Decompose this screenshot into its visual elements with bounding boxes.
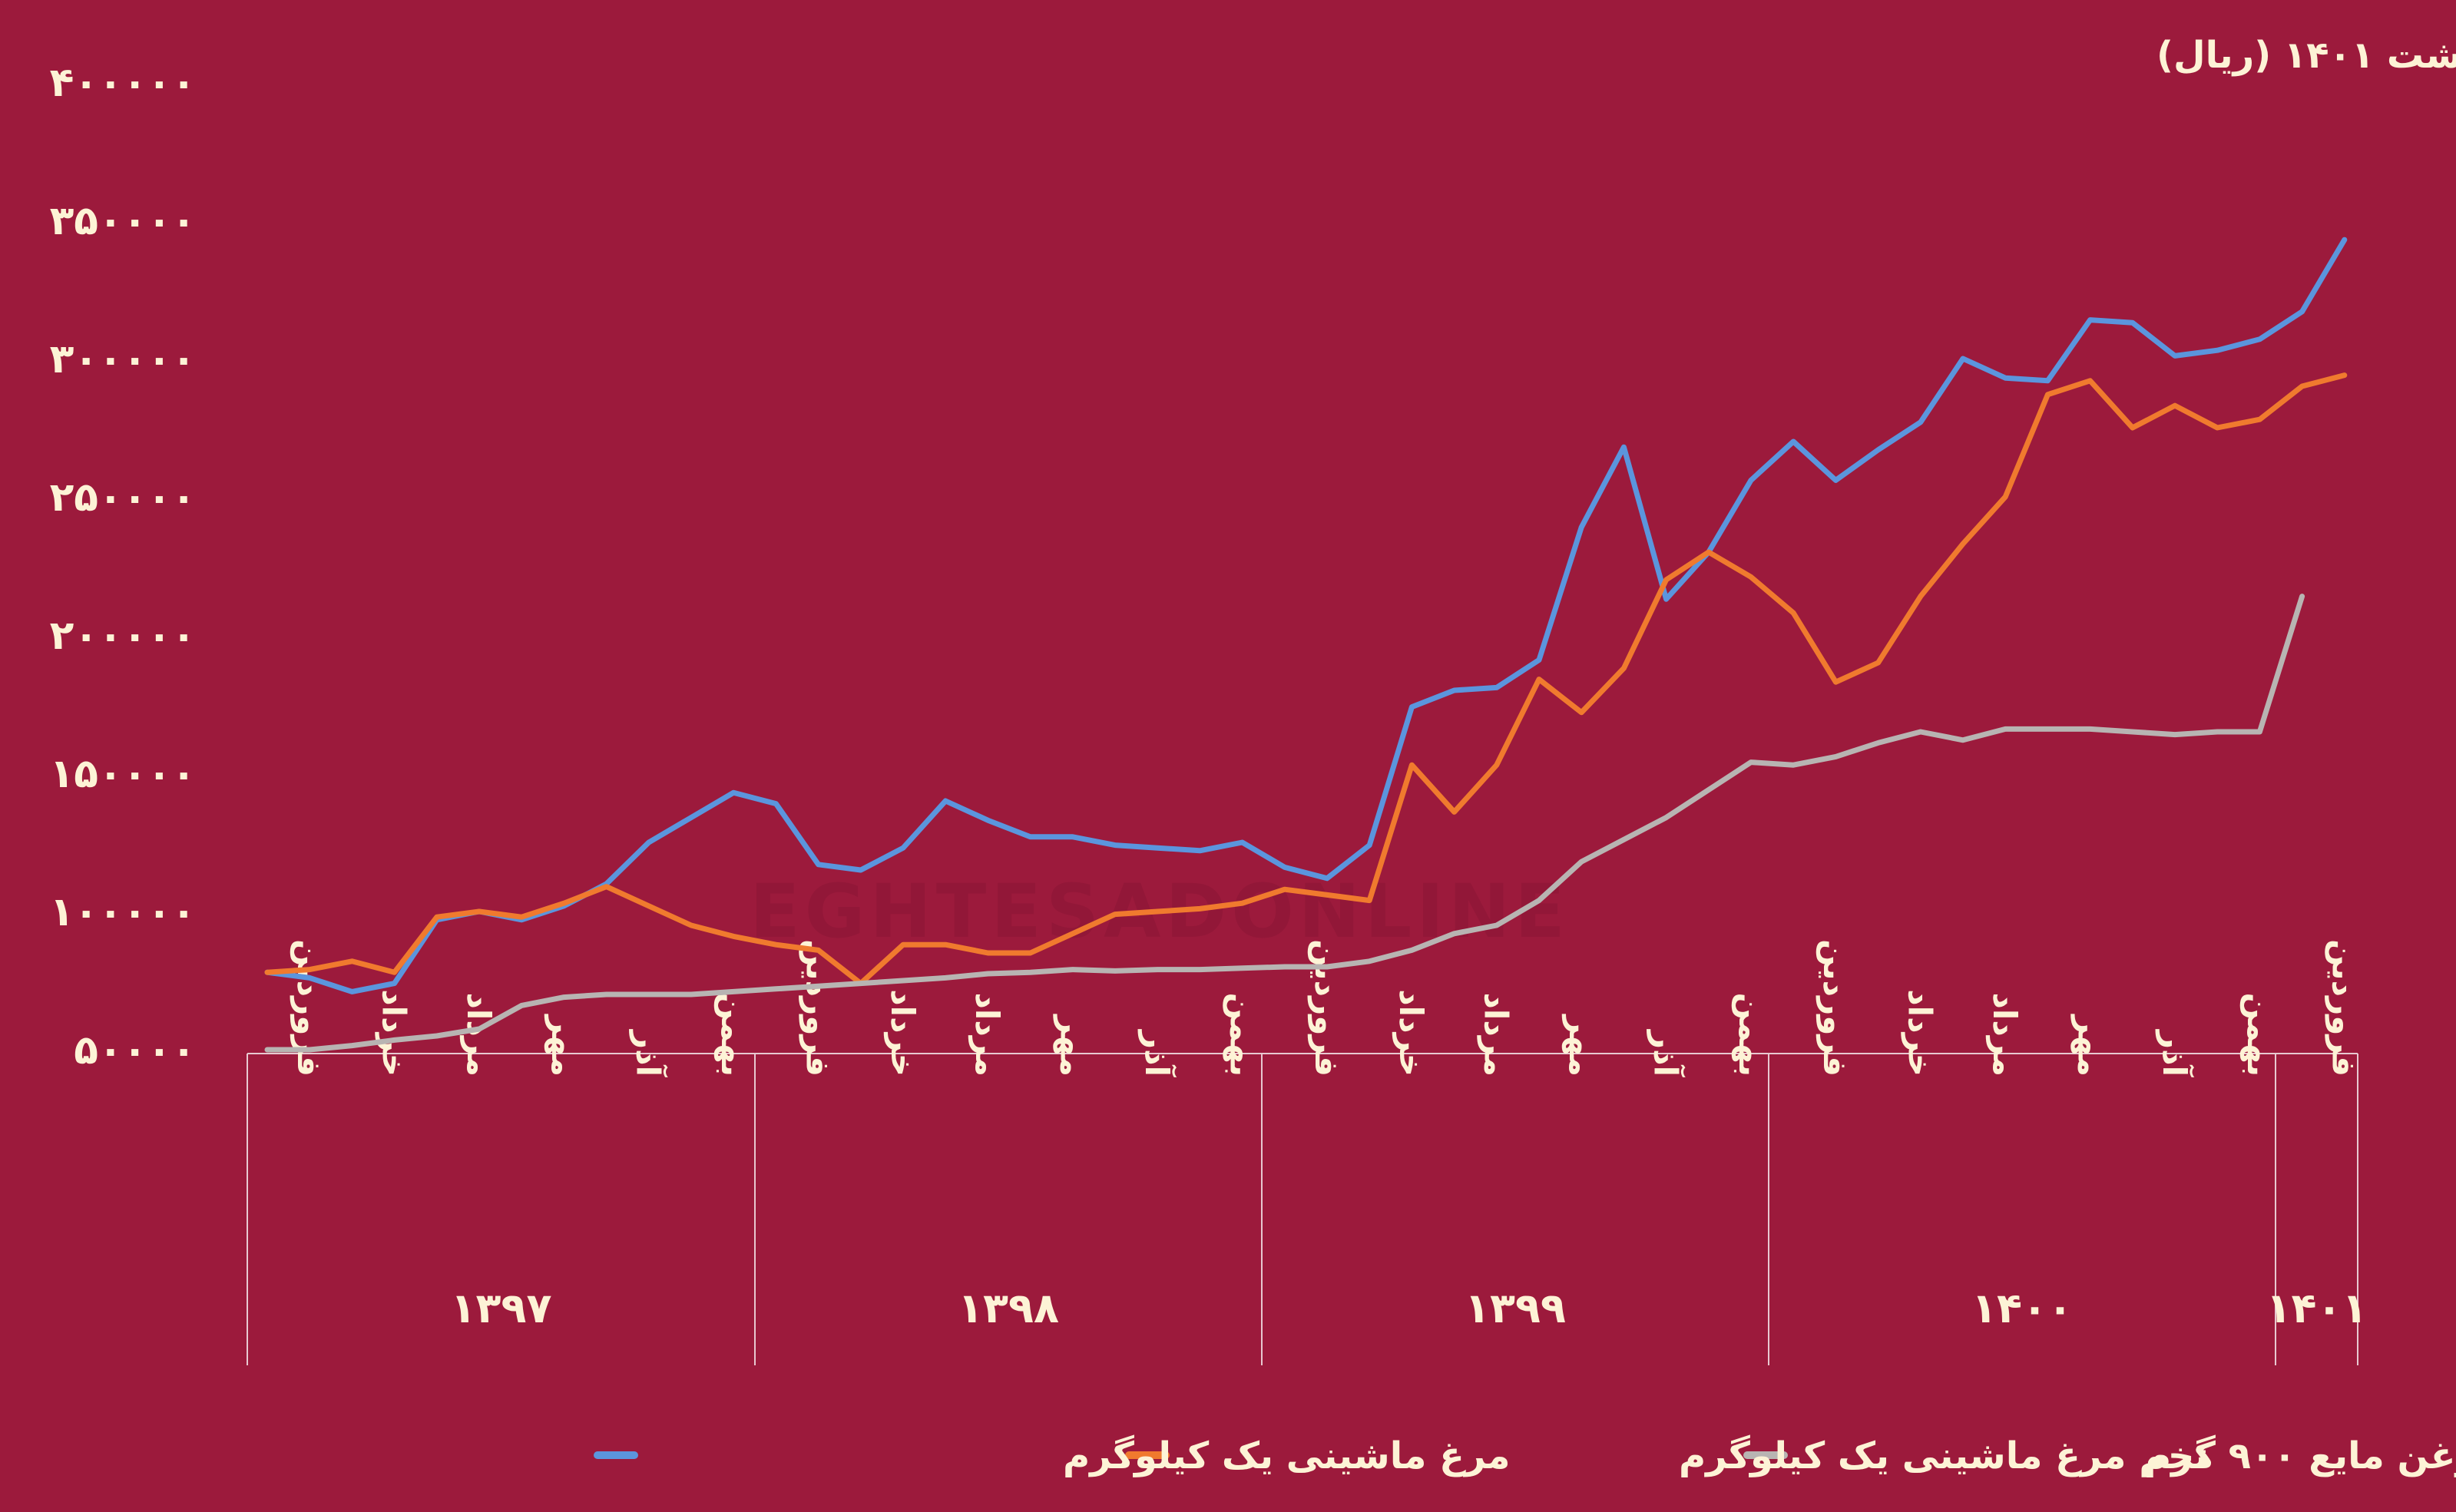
series-line <box>264 594 2305 1053</box>
x-tick-label: مرداد <box>968 992 1006 1077</box>
y-tick-label: ۵۰۰۰۰ <box>74 1027 196 1074</box>
x-tick-label: بهمن <box>2239 993 2278 1077</box>
y-tick-label: ۱۰۰۰۰۰ <box>50 889 196 935</box>
y-tick-label: ۲۵۰۰۰۰ <box>50 475 196 521</box>
y-tick-label: ۴۰۰۰۰۰ <box>50 60 196 106</box>
y-tick-label: ۳۰۰۰۰۰ <box>50 336 196 382</box>
legend-label: روغن مایع ۹۰۰ گرم <box>2144 1434 2456 1477</box>
x-tick-label: مرداد <box>1985 992 2024 1077</box>
x-tick-label: آذر <box>1138 1029 1177 1078</box>
x-tick-label: بهمن <box>1731 993 1769 1077</box>
x-tick-label: فروردین <box>1307 939 1346 1077</box>
chart-title: قیمت کالاهای اساسی در دور اول تثبیت نرخ … <box>2156 34 2456 77</box>
y-tick-label: ۱۵۰۰۰۰ <box>50 751 196 797</box>
series-line <box>264 237 2348 994</box>
x-tick-label: خرداد <box>883 989 922 1077</box>
y-axis: ۵۰۰۰۰ ۱۰۰۰۰۰ ۱۵۰۰۰۰ ۲۰۰۰۰۰ ۲۵۰۰۰۰ ۳۰۰۰۰۰ ۳۵۰۰۰… <box>50 60 196 1074</box>
year-label: ۱۴۰۱ <box>2266 1284 2368 1332</box>
x-tick-label: خرداد <box>374 989 412 1077</box>
year-label: ۱۳۹۸ <box>958 1284 1059 1332</box>
y-tick-label: ۳۵۰۰۰۰ <box>50 198 196 244</box>
x-tick-label: خرداد <box>1392 989 1430 1077</box>
x-tick-label: فروردین <box>1816 939 1854 1077</box>
x-axis: فروردین خرداد مرداد مهر آذر بهمن فروردین خرداد م… <box>247 939 2367 1365</box>
series-layer <box>264 237 2348 1053</box>
year-label: ۱۳۹۹ <box>1465 1284 1566 1332</box>
x-tick-label: مهر <box>2070 1014 2108 1077</box>
x-tick-label: مهر <box>544 1014 582 1077</box>
year-label: ۱۴۰۰ <box>1971 1284 2073 1332</box>
legend-label: تخم مرغ ماشینی یک کیلوگرم <box>1679 1434 2208 1477</box>
x-tick-label: مرداد <box>459 992 498 1077</box>
x-tick-label: خرداد <box>1901 989 1939 1077</box>
x-tick-label: مهر <box>1053 1014 1091 1077</box>
series-line <box>264 372 2348 987</box>
x-tick-label: آذر <box>2156 1029 2194 1078</box>
x-tick-label: بهمن <box>1222 993 1260 1077</box>
x-tick-label: آذر <box>1647 1029 1685 1078</box>
x-tick-label: بهمن <box>713 993 752 1077</box>
x-tick-label: مرداد <box>1477 992 1515 1077</box>
legend-label: مرغ ماشینی یک کیلوگرم <box>1063 1434 1511 1477</box>
x-tick-label: آذر <box>630 1029 668 1078</box>
year-label: ۱۳۹۷ <box>451 1284 552 1332</box>
y-tick-label: ۲۰۰۰۰۰ <box>50 613 196 659</box>
x-tick-label: مهر <box>1561 1014 1600 1077</box>
x-tick-label: فروردین <box>2325 939 2363 1077</box>
x-tick-label: فروردین <box>290 939 328 1077</box>
